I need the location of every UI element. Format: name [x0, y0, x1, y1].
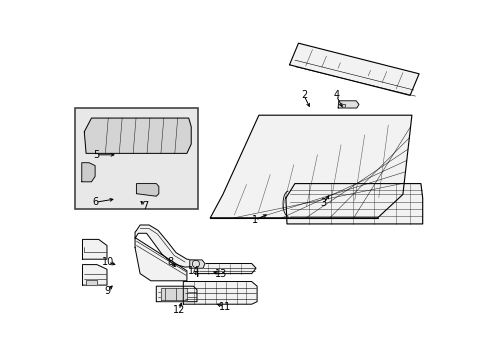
Polygon shape [135, 238, 186, 281]
Polygon shape [289, 43, 418, 95]
Polygon shape [156, 286, 197, 302]
Polygon shape [136, 184, 159, 196]
Polygon shape [86, 280, 97, 285]
Polygon shape [82, 239, 107, 259]
Text: 11: 11 [218, 302, 230, 312]
Text: 7: 7 [142, 201, 148, 211]
Text: 9: 9 [104, 285, 111, 296]
Text: 6: 6 [92, 197, 98, 207]
Polygon shape [337, 101, 358, 108]
Text: 14: 14 [187, 266, 200, 276]
Text: 2: 2 [300, 90, 306, 100]
Text: 4: 4 [332, 90, 339, 100]
Text: 12: 12 [172, 305, 185, 315]
Text: 13: 13 [215, 269, 227, 279]
Text: 3: 3 [320, 198, 326, 208]
Polygon shape [84, 118, 191, 153]
Text: 5: 5 [93, 150, 99, 160]
Polygon shape [210, 115, 411, 218]
Polygon shape [161, 288, 186, 300]
Polygon shape [197, 264, 256, 276]
Text: 1: 1 [252, 215, 258, 225]
Polygon shape [285, 184, 422, 224]
Polygon shape [341, 104, 345, 107]
Polygon shape [82, 265, 107, 285]
Text: 10: 10 [102, 257, 114, 267]
Polygon shape [183, 282, 257, 304]
Bar [75, 108, 197, 209]
Polygon shape [81, 163, 95, 182]
Text: 8: 8 [167, 257, 173, 267]
Polygon shape [189, 260, 204, 268]
Polygon shape [135, 225, 194, 267]
